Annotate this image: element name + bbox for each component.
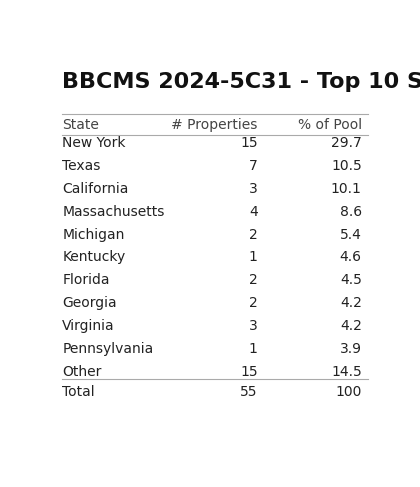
Text: 3: 3 [249, 319, 257, 333]
Text: 1: 1 [249, 250, 257, 264]
Text: 4.2: 4.2 [340, 319, 362, 333]
Text: 2: 2 [249, 296, 257, 310]
Text: Georgia: Georgia [62, 296, 117, 310]
Text: 10.1: 10.1 [331, 182, 362, 196]
Text: 55: 55 [240, 385, 257, 399]
Text: 3.9: 3.9 [340, 342, 362, 356]
Text: 1: 1 [249, 342, 257, 356]
Text: State: State [62, 118, 99, 132]
Text: 4.2: 4.2 [340, 296, 362, 310]
Text: 2: 2 [249, 273, 257, 287]
Text: Virginia: Virginia [62, 319, 115, 333]
Text: 29.7: 29.7 [331, 136, 362, 150]
Text: Kentucky: Kentucky [62, 250, 126, 264]
Text: # Properties: # Properties [171, 118, 257, 132]
Text: 14.5: 14.5 [331, 365, 362, 379]
Text: Pennsylvania: Pennsylvania [62, 342, 154, 356]
Text: 5.4: 5.4 [340, 227, 362, 242]
Text: 4.5: 4.5 [340, 273, 362, 287]
Text: Other: Other [62, 365, 102, 379]
Text: Texas: Texas [62, 159, 101, 173]
Text: 15: 15 [240, 136, 257, 150]
Text: BBCMS 2024-5C31 - Top 10 States: BBCMS 2024-5C31 - Top 10 States [62, 72, 420, 92]
Text: 7: 7 [249, 159, 257, 173]
Text: 2: 2 [249, 227, 257, 242]
Text: 4.6: 4.6 [340, 250, 362, 264]
Text: Michigan: Michigan [62, 227, 125, 242]
Text: % of Pool: % of Pool [298, 118, 362, 132]
Text: Total: Total [62, 385, 95, 399]
Text: 4: 4 [249, 205, 257, 219]
Text: 8.6: 8.6 [340, 205, 362, 219]
Text: 10.5: 10.5 [331, 159, 362, 173]
Text: California: California [62, 182, 129, 196]
Text: New York: New York [62, 136, 126, 150]
Text: 15: 15 [240, 365, 257, 379]
Text: Florida: Florida [62, 273, 110, 287]
Text: Massachusetts: Massachusetts [62, 205, 165, 219]
Text: 3: 3 [249, 182, 257, 196]
Text: 100: 100 [335, 385, 362, 399]
